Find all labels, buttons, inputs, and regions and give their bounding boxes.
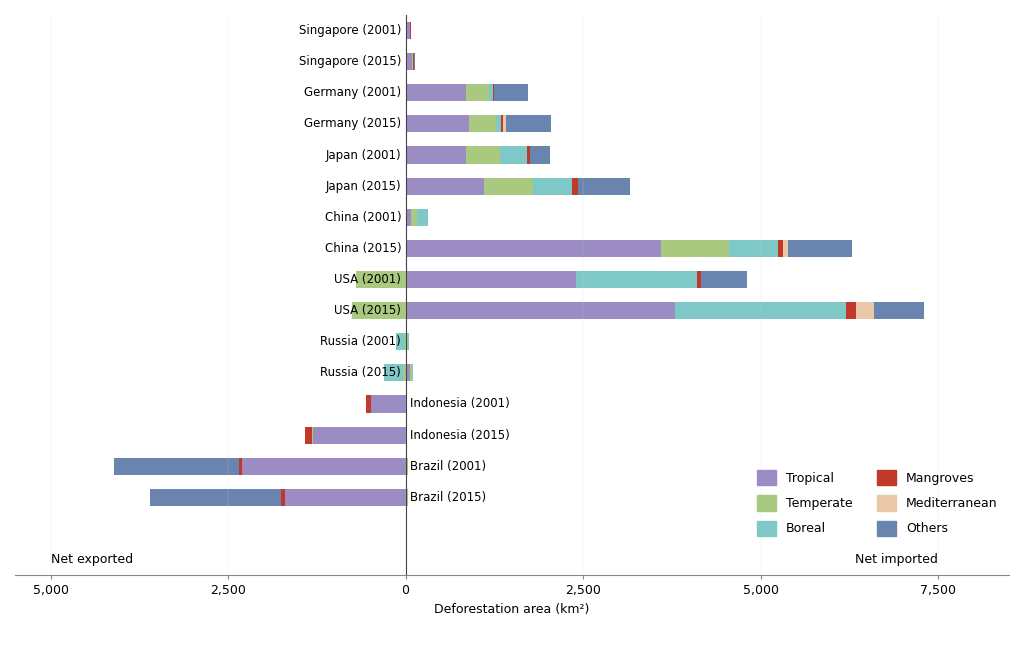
Text: Japan (2001): Japan (2001) (326, 148, 401, 162)
Bar (372, 396, 406, 413)
Bar (412, 365, 414, 382)
Legend: Tropical, Temperate, Boreal, Mangroves, Mediterranean, Others: Tropical, Temperate, Boreal, Mangroves, … (752, 465, 1002, 541)
Bar (352, 302, 406, 319)
Bar (406, 489, 408, 506)
Text: Net exported: Net exported (50, 553, 133, 566)
Bar (466, 84, 488, 101)
Bar (406, 302, 675, 319)
Text: China (2015): China (2015) (325, 242, 401, 255)
Bar (788, 240, 852, 257)
Bar (406, 177, 483, 194)
Bar (406, 271, 575, 288)
Text: Russia (2001): Russia (2001) (321, 335, 401, 348)
Bar (412, 209, 417, 226)
Bar (696, 271, 700, 288)
Bar (150, 489, 282, 506)
Bar (493, 84, 495, 101)
Bar (778, 240, 782, 257)
Bar (406, 209, 412, 226)
Bar (355, 271, 406, 288)
Bar (466, 147, 500, 164)
Bar (575, 271, 696, 288)
Bar (313, 426, 406, 443)
Bar (406, 365, 410, 382)
Bar (856, 302, 874, 319)
Text: Singapore (2015): Singapore (2015) (299, 55, 401, 68)
Bar (527, 147, 530, 164)
Text: USA (2015): USA (2015) (335, 304, 401, 317)
Text: Japan (2015): Japan (2015) (326, 179, 401, 193)
X-axis label: Deforestation area (km²): Deforestation area (km²) (434, 602, 590, 616)
Bar (496, 116, 502, 133)
Bar (115, 458, 239, 475)
Bar (406, 53, 412, 70)
Bar (408, 333, 409, 350)
Bar (495, 84, 528, 101)
Bar (406, 84, 466, 101)
Bar (406, 396, 407, 413)
Bar (506, 116, 551, 133)
Bar (406, 333, 408, 350)
Bar (534, 177, 572, 194)
Bar (403, 365, 406, 382)
Bar (406, 426, 407, 443)
Bar (502, 116, 504, 133)
Text: Brazil (2001): Brazil (2001) (410, 460, 485, 473)
Bar (728, 240, 778, 257)
Bar (406, 240, 662, 257)
Bar (572, 177, 578, 194)
Bar (483, 177, 534, 194)
Bar (488, 84, 493, 101)
Bar (305, 426, 311, 443)
Text: Indonesia (2001): Indonesia (2001) (410, 397, 510, 411)
Bar (396, 333, 404, 350)
Bar (311, 426, 313, 443)
Bar (243, 458, 406, 475)
Bar (406, 116, 469, 133)
Bar (406, 458, 408, 475)
Bar (285, 489, 406, 506)
Text: Germany (2015): Germany (2015) (304, 118, 401, 131)
Bar (367, 396, 371, 413)
Bar (700, 271, 748, 288)
Text: China (2001): China (2001) (325, 211, 401, 224)
Bar (282, 489, 285, 506)
Bar (406, 22, 411, 39)
Bar (874, 302, 924, 319)
Text: Singapore (2001): Singapore (2001) (299, 24, 401, 37)
Bar (414, 53, 416, 70)
Text: Germany (2001): Germany (2001) (304, 86, 401, 99)
Text: Indonesia (2015): Indonesia (2015) (410, 428, 510, 442)
Text: USA (2001): USA (2001) (335, 273, 401, 286)
Bar (675, 302, 846, 319)
Bar (406, 147, 466, 164)
Text: Net imported: Net imported (855, 553, 938, 566)
Bar (500, 147, 527, 164)
Bar (410, 365, 412, 382)
Bar (469, 116, 496, 133)
Bar (530, 147, 550, 164)
Bar (782, 240, 788, 257)
Text: Russia (2015): Russia (2015) (321, 367, 401, 379)
Bar (662, 240, 728, 257)
Bar (239, 458, 243, 475)
Bar (412, 53, 414, 70)
Bar (504, 116, 506, 133)
Bar (384, 365, 403, 382)
Bar (846, 302, 856, 319)
Text: Brazil (2015): Brazil (2015) (410, 491, 485, 504)
Bar (578, 177, 630, 194)
Bar (417, 209, 427, 226)
